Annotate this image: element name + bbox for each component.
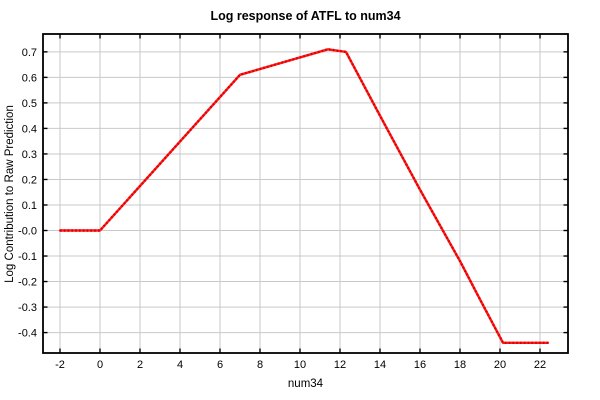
x-tick-label: 0 xyxy=(97,359,103,371)
axis-box xyxy=(42,33,569,354)
x-tick-label: 22 xyxy=(534,359,546,371)
x-tick-label: -2 xyxy=(55,359,65,371)
y-tick-label: 0.2 xyxy=(22,174,37,186)
y-tick-label: 0.3 xyxy=(22,149,37,161)
x-axis-label: num34 xyxy=(287,378,324,390)
x-tick-label: 18 xyxy=(454,359,466,371)
y-tick-label: 0.1 xyxy=(22,200,37,212)
x-tick-label: 8 xyxy=(257,359,263,371)
y-tick-label: 0.4 xyxy=(22,123,37,135)
y-tick-label: 0.6 xyxy=(22,72,37,84)
y-tick-label: 0.7 xyxy=(22,47,37,59)
x-tick-label: 16 xyxy=(414,359,426,371)
y-tick-label: -0.1 xyxy=(18,251,37,263)
x-tick-label: 4 xyxy=(177,359,183,371)
y-tick-label: -0.0 xyxy=(18,226,37,238)
y-tick-label: -0.3 xyxy=(18,302,37,314)
plot-background xyxy=(43,34,568,353)
x-tick-label: 14 xyxy=(374,359,386,371)
x-tick-label: 10 xyxy=(294,359,306,371)
chart-title: Log response of ATFL to num34 xyxy=(210,9,401,23)
x-tick-label: 12 xyxy=(334,359,346,371)
x-tick-label: 20 xyxy=(494,359,506,371)
y-tick-label: 0.5 xyxy=(22,98,37,110)
x-tick-label: 6 xyxy=(217,359,223,371)
response-line-markers xyxy=(60,48,548,344)
y-axis-label: Log Contribution to Raw Prediction xyxy=(4,105,16,283)
x-tick-label: 2 xyxy=(137,359,143,371)
y-tick-label: -0.2 xyxy=(18,277,37,289)
y-tick-label: -0.4 xyxy=(18,328,37,340)
